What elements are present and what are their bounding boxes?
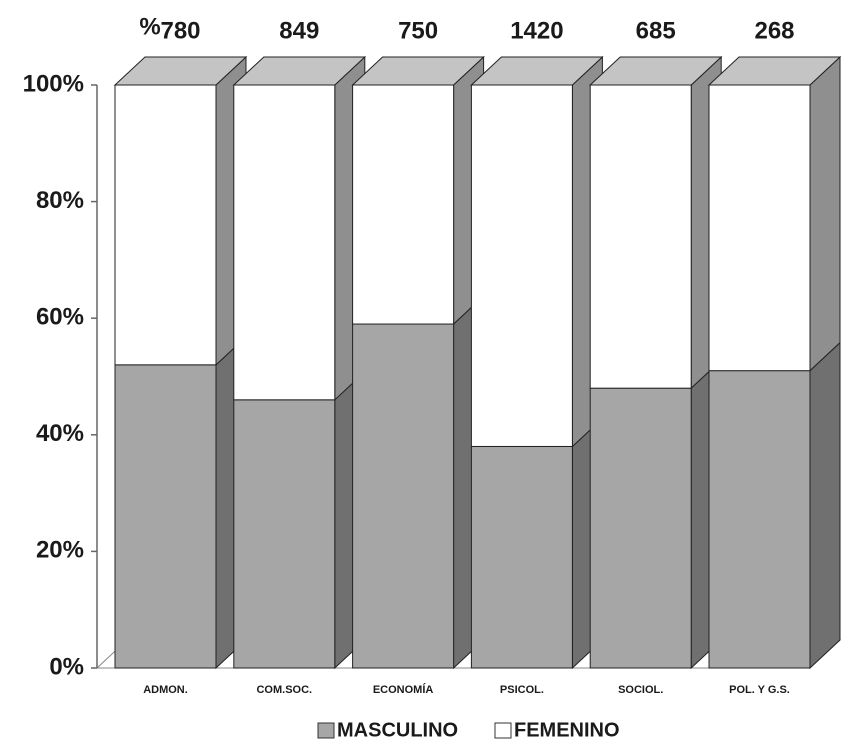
y-tick-label: 80% xyxy=(36,187,84,214)
total-label: 849 xyxy=(279,17,319,44)
legend-swatch xyxy=(317,722,335,739)
bar xyxy=(114,364,217,669)
legend-swatch xyxy=(494,722,512,739)
legend-label: FEMENINO xyxy=(514,719,620,741)
bar-top xyxy=(588,56,723,86)
bar-top xyxy=(351,56,485,86)
total-label: 1420 xyxy=(510,17,563,44)
bar xyxy=(352,84,455,325)
bar xyxy=(589,387,692,669)
bar-top xyxy=(707,56,842,86)
y-tick-label: 100% xyxy=(23,70,84,97)
total-label: 268 xyxy=(754,17,794,44)
bar-top xyxy=(470,56,604,86)
bar-side xyxy=(809,55,841,372)
bar xyxy=(470,445,573,669)
bar xyxy=(589,84,692,389)
x-tick-label: SOCIOL. xyxy=(618,684,663,696)
bar xyxy=(470,84,573,447)
bar xyxy=(114,84,217,366)
x-tick-label: POL. Y G.S. xyxy=(729,684,790,696)
y-tick-label: 60% xyxy=(36,304,84,331)
total-label: 750 xyxy=(398,17,438,44)
legend-label: MASCULINO xyxy=(337,719,458,741)
x-tick-label: COM.SOC. xyxy=(256,684,312,696)
bar xyxy=(708,84,811,372)
bar xyxy=(233,84,336,401)
x-tick-label: ADMON. xyxy=(143,684,188,696)
bar-side xyxy=(809,341,841,670)
bar xyxy=(352,323,455,669)
bar-top xyxy=(113,56,248,86)
totals-label: % xyxy=(139,13,160,40)
bar-top xyxy=(232,56,367,86)
x-tick-label: PSICOL. xyxy=(500,684,544,696)
bar xyxy=(708,370,811,669)
y-tick-label: 0% xyxy=(49,653,84,680)
total-label: 685 xyxy=(636,17,676,44)
y-tick-label: 40% xyxy=(36,420,84,447)
y-tick-label: 20% xyxy=(36,537,84,564)
bar xyxy=(233,399,336,669)
x-tick-label: ECONOMÍA xyxy=(373,683,434,696)
total-label: 780 xyxy=(160,17,200,44)
